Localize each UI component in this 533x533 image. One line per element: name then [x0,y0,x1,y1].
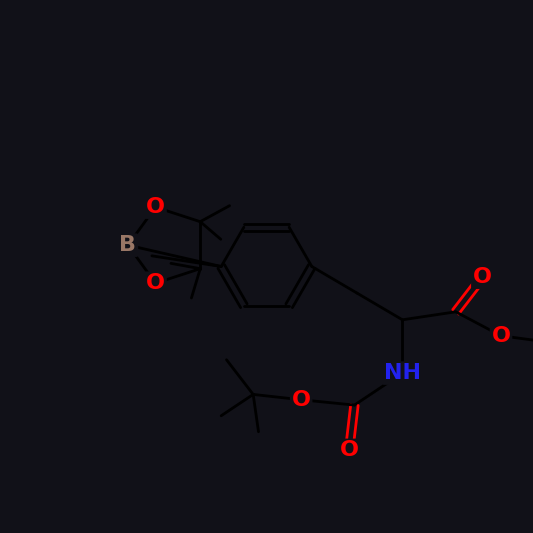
Text: O: O [491,326,511,346]
Text: O: O [292,390,311,410]
Text: O: O [146,197,165,217]
Text: O: O [146,273,165,293]
Text: B: B [119,235,136,255]
Text: O: O [473,267,492,287]
Text: NH: NH [384,363,421,383]
Text: O: O [340,440,359,461]
